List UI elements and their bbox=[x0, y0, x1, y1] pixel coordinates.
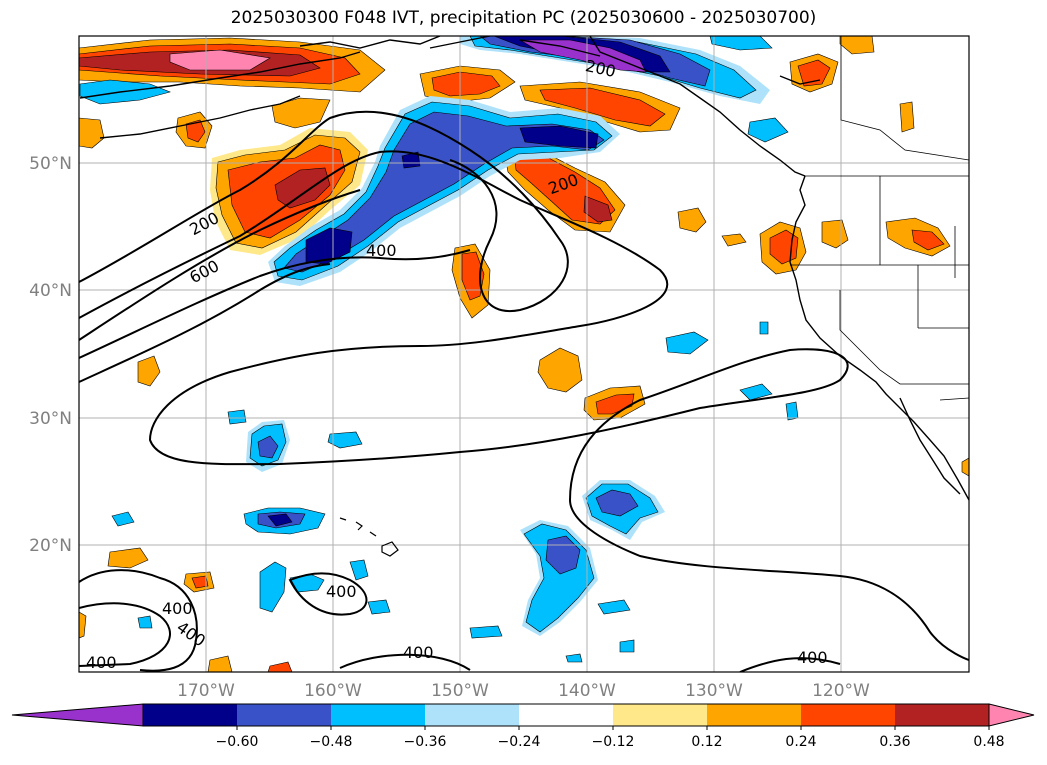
positive-anomaly-fill bbox=[79, 36, 969, 672]
ivt-contours bbox=[79, 110, 969, 672]
lon-label-120w: 120°W bbox=[812, 681, 870, 701]
colorbar-bin bbox=[801, 704, 895, 726]
colorbar-bin bbox=[237, 704, 331, 726]
colorbar-extend-high bbox=[988, 703, 1035, 727]
colorbar-tick-label: −0.60 bbox=[216, 734, 259, 750]
colorbar-bin bbox=[331, 704, 425, 726]
colorbar-tick-label: 0.24 bbox=[785, 734, 816, 750]
colorbar-bin bbox=[707, 704, 801, 726]
state-borders bbox=[790, 36, 969, 401]
lon-label-140w: 140°W bbox=[558, 681, 616, 701]
colorbar-tick-label: 0.48 bbox=[973, 734, 1004, 750]
contour-label-6: 400 bbox=[162, 599, 193, 618]
lat-label-40n: 40°N bbox=[29, 281, 72, 301]
lat-label-20n: 20°N bbox=[29, 536, 72, 556]
colorbar-bin bbox=[613, 704, 707, 726]
colorbar-tick-label: −0.36 bbox=[404, 734, 447, 750]
contour-label-8: 400 bbox=[326, 582, 357, 601]
hawaii-islands bbox=[339, 517, 399, 557]
lon-label-170w: 170°W bbox=[177, 681, 235, 701]
colorbar-tick-label: 0.36 bbox=[879, 734, 910, 750]
lat-label-50n: 50°N bbox=[29, 154, 72, 174]
contour-label-2: 600 bbox=[186, 256, 222, 287]
latitude-labels: 50°N 40°N 30°N 20°N bbox=[29, 154, 72, 556]
contour-label-10: 400 bbox=[797, 648, 828, 667]
contour-label-9: 400 bbox=[403, 643, 434, 662]
colorbar-bin bbox=[425, 704, 519, 726]
colorbar-tick-label: −0.24 bbox=[498, 734, 541, 750]
colorbar-frame bbox=[142, 703, 990, 727]
colorbar-bin bbox=[519, 704, 613, 726]
colorbar-bin bbox=[895, 704, 989, 726]
map-title: 2025030300 F048 IVT, precipitation PC (2… bbox=[230, 8, 817, 28]
coastlines bbox=[79, 36, 969, 501]
negative-anomaly-fill bbox=[79, 36, 799, 663]
longitude-labels: 170°W 160°W 150°W 140°W 130°W 120°W bbox=[177, 681, 870, 701]
lon-label-130w: 130°W bbox=[685, 681, 743, 701]
colorbar-tick-label: −0.48 bbox=[310, 734, 353, 750]
colorbar-tick-label: 0.12 bbox=[691, 734, 722, 750]
colorbar bbox=[11, 703, 1035, 727]
colorbar-bin bbox=[143, 704, 237, 726]
contour-label-edge: 400 bbox=[86, 653, 117, 672]
contour-label-3: 400 bbox=[366, 241, 397, 260]
lon-label-150w: 150°W bbox=[431, 681, 489, 701]
contour-label-7: 400 bbox=[173, 617, 209, 650]
colorbar-tick-label: −0.12 bbox=[592, 734, 635, 750]
colorbar-extend-low bbox=[11, 703, 144, 727]
colorbar-tick-labels: −0.60 −0.48 −0.36 −0.24 −0.12 0.12 0.24 0.36 0.4… bbox=[216, 726, 1005, 750]
map-frame bbox=[78, 35, 970, 673]
lon-label-160w: 160°W bbox=[304, 681, 362, 701]
lat-label-30n: 30°N bbox=[29, 409, 72, 429]
